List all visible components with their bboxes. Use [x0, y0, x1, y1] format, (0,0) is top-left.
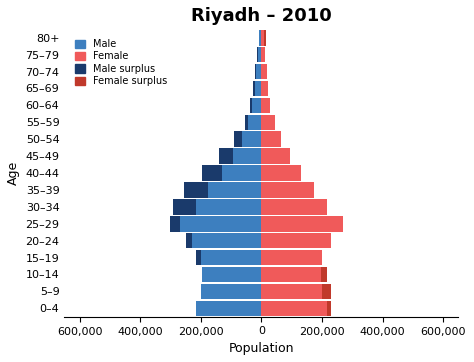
- Bar: [261, 182, 314, 198]
- Bar: [173, 199, 196, 215]
- Bar: [261, 47, 265, 62]
- Bar: [261, 131, 281, 147]
- X-axis label: Population: Population: [228, 342, 294, 355]
- Bar: [261, 64, 266, 79]
- Bar: [261, 148, 290, 164]
- Bar: [261, 199, 327, 215]
- Bar: [202, 165, 222, 181]
- Bar: [261, 30, 264, 46]
- Bar: [261, 300, 327, 316]
- Bar: [264, 30, 266, 46]
- Bar: [261, 284, 322, 299]
- Bar: [261, 98, 271, 113]
- Bar: [327, 300, 331, 316]
- Bar: [186, 233, 191, 248]
- Bar: [201, 284, 261, 299]
- Bar: [222, 165, 261, 181]
- Bar: [191, 233, 261, 248]
- Bar: [184, 182, 209, 198]
- Bar: [259, 30, 261, 46]
- Bar: [242, 131, 261, 147]
- Legend: Male, Female, Male surplus, Female surplus: Male, Female, Male surplus, Female surpl…: [73, 37, 169, 88]
- Bar: [219, 148, 233, 164]
- Bar: [255, 64, 256, 79]
- Bar: [209, 182, 261, 198]
- Title: Riyadh – 2010: Riyadh – 2010: [191, 7, 332, 25]
- Bar: [261, 233, 331, 248]
- Bar: [256, 64, 261, 79]
- Bar: [171, 216, 180, 232]
- Bar: [196, 300, 261, 316]
- Y-axis label: Age: Age: [7, 161, 20, 185]
- Bar: [322, 284, 331, 299]
- Bar: [261, 114, 275, 130]
- Bar: [233, 148, 261, 164]
- Bar: [196, 199, 261, 215]
- Bar: [201, 250, 261, 265]
- Bar: [261, 81, 268, 96]
- Bar: [196, 250, 201, 265]
- Bar: [261, 250, 322, 265]
- Bar: [180, 216, 261, 232]
- Bar: [245, 114, 248, 130]
- Bar: [261, 267, 320, 282]
- Bar: [202, 267, 261, 282]
- Bar: [234, 131, 242, 147]
- Bar: [261, 216, 343, 232]
- Bar: [320, 267, 327, 282]
- Bar: [252, 98, 261, 113]
- Bar: [248, 114, 261, 130]
- Bar: [255, 81, 261, 96]
- Bar: [258, 47, 261, 62]
- Bar: [253, 81, 255, 96]
- Bar: [261, 165, 301, 181]
- Bar: [250, 98, 252, 113]
